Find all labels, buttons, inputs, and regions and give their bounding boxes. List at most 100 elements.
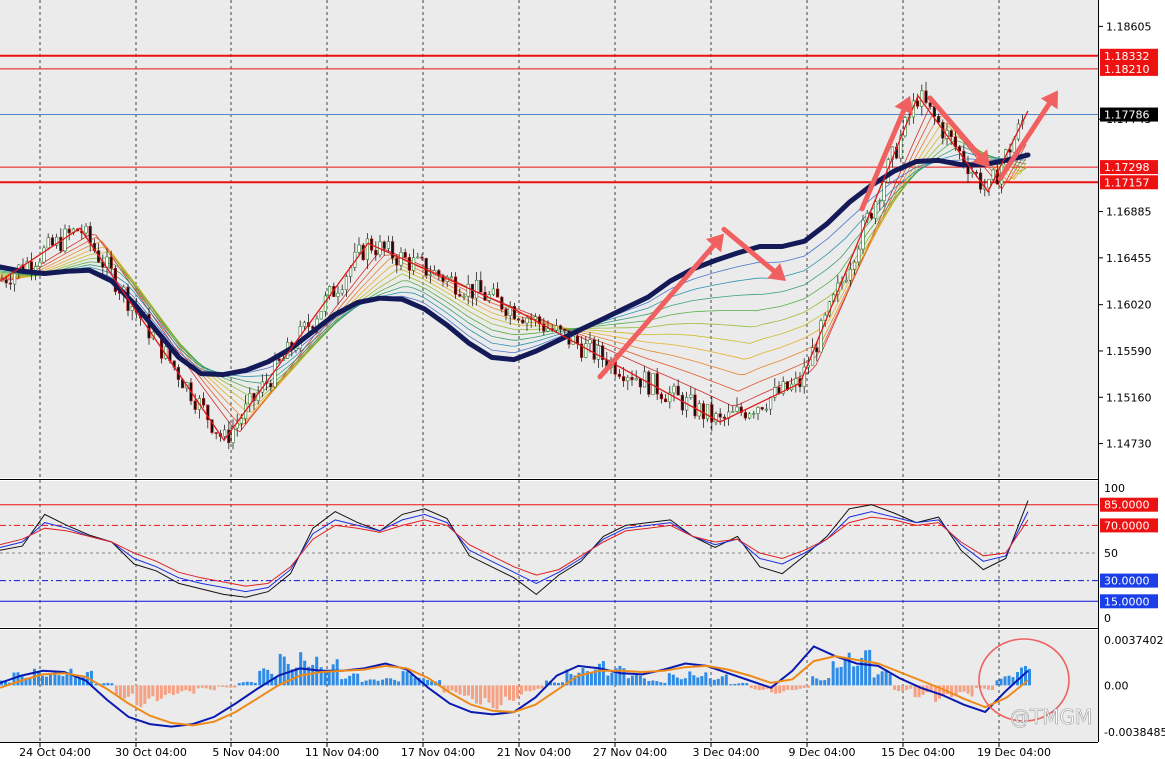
candle-body [416, 256, 420, 259]
macd-histogram-bar [954, 685, 958, 695]
candle-body [638, 378, 642, 388]
macd-histogram-bar [393, 679, 397, 686]
candle-body [206, 404, 210, 421]
macd-histogram-bar [397, 681, 401, 686]
candle-body [584, 343, 588, 358]
macd-histogram-bar [991, 685, 995, 691]
price-tick-label: 1.18605 [1106, 20, 1152, 33]
candle-body [395, 257, 399, 266]
candle-body [50, 237, 54, 246]
price-tick-label: 1.16455 [1106, 252, 1152, 265]
oscillator-level-tag-label: 30.0000 [1104, 575, 1150, 588]
candle-body [294, 347, 298, 351]
macd-histogram-bar [61, 676, 65, 686]
oscillator-lines [0, 500, 1029, 598]
macd-histogram-bar [585, 671, 589, 686]
candle-body [672, 385, 676, 394]
macd-histogram-bar [790, 685, 794, 691]
macd-histogram-bar [872, 677, 876, 686]
macd-histogram-bar [491, 685, 495, 709]
macd-histogram-bar [847, 652, 851, 686]
candle-body [852, 261, 857, 270]
long-moving-average [0, 152, 1031, 378]
oscillator-level-tag [1100, 497, 1158, 512]
price-level-tag [1100, 175, 1158, 190]
candle-body [546, 328, 550, 332]
candle-body [844, 280, 848, 282]
time-tick-label: 30 Oct 04:00 [115, 746, 187, 759]
macd-axis-ticks: 0.0037402 0.00 -0.0038485 [1104, 634, 1165, 739]
candle-body [857, 248, 861, 263]
candle-body [449, 276, 454, 279]
macd-histogram-bar [761, 685, 765, 690]
macd-histogram-bar [528, 685, 532, 692]
macd-histogram-bar [180, 685, 184, 692]
macd-histogram-bar [241, 682, 245, 686]
macd-histogram-bar [409, 674, 413, 686]
macd-histogram-bar [278, 653, 282, 686]
macd-histogram-bar [413, 677, 417, 686]
macd-histogram-bar [229, 685, 233, 688]
macd-histogram-bar [720, 676, 724, 686]
price-level-tag-label: 1.18210 [1104, 63, 1150, 76]
candle-body [794, 378, 798, 385]
macd-histogram-bar [999, 678, 1003, 686]
macd-histogram-bar [200, 685, 204, 688]
trend-arrow-head [705, 233, 724, 253]
swing-line [0, 94, 1029, 442]
oscillator-level-tag [1100, 573, 1158, 588]
macd-histogram-bar [556, 682, 560, 686]
macd-histogram-bar [663, 682, 667, 686]
macd-histogram-bar [675, 677, 679, 686]
macd-histogram-bar [642, 678, 646, 686]
time-tick-label: 21 Nov 04:00 [497, 746, 571, 759]
candle-body [453, 276, 458, 295]
macd-histogram-bar [430, 681, 434, 686]
trend-arrows [597, 90, 1058, 380]
macd-histogram-bar [827, 678, 831, 686]
macd-histogram-bar [565, 669, 569, 686]
macd-histogram-bar [938, 685, 942, 699]
candle-body [512, 306, 516, 320]
candle-body [659, 393, 663, 400]
macd-histogram-bar [843, 659, 847, 686]
candle-body [974, 171, 978, 174]
macd-histogram-bar [504, 685, 507, 697]
oscillator-series-line [0, 511, 1029, 593]
macd-histogram-bar [335, 659, 339, 686]
candle-body [202, 398, 206, 406]
candle-body [722, 416, 726, 419]
candle-body [495, 288, 500, 298]
macd-histogram-bar [126, 685, 130, 697]
trend-arrow-shaft [721, 226, 777, 274]
macd-histogram-bar [573, 675, 577, 686]
macd-histogram-bar [176, 685, 180, 694]
candle-body [928, 102, 932, 107]
candle-body [731, 411, 735, 413]
macd-histogram-bar [782, 685, 786, 692]
candle-body [773, 387, 777, 398]
macd-histogram-bar [4, 681, 7, 686]
price-axis-ticks: 1.186051.177431.168851.164551.160201.155… [1098, 20, 1152, 451]
oscillator-axis-ticks: 100 50 0 [1104, 482, 1125, 625]
candle-body [407, 257, 412, 271]
candle-body [924, 90, 928, 103]
macd-histogram-bar [905, 685, 909, 691]
macd-histogram-bar [647, 681, 651, 686]
oscillator-tick-label: 0 [1104, 612, 1111, 625]
macd-histogram-bar [749, 685, 753, 689]
macd-histogram-bar [344, 678, 348, 686]
macd-histogram-bar [102, 683, 106, 686]
candle-body [525, 317, 529, 324]
macd-histogram-bar [204, 685, 208, 689]
macd-histogram-bar [925, 685, 929, 693]
macd-histogram-bar [532, 685, 536, 691]
macd-histogram-bar [192, 685, 196, 694]
candle-body [634, 378, 638, 381]
macd-histogram-bar [495, 685, 499, 710]
macd-histogram-bar [524, 685, 528, 692]
price-level-tag-label: 1.17298 [1104, 161, 1150, 174]
candle-body [630, 377, 634, 381]
candle-body [915, 100, 920, 107]
macd-histogram-bar [831, 661, 835, 686]
